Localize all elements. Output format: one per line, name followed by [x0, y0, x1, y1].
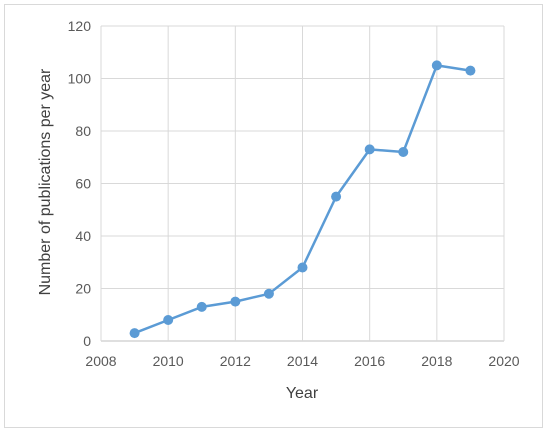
data-point — [230, 296, 241, 307]
x-tick-label: 2020 — [488, 353, 519, 369]
y-tick-label: 20 — [75, 281, 91, 297]
data-point — [297, 262, 308, 273]
y-tick-label: 120 — [68, 18, 92, 34]
y-tick-label: 100 — [68, 71, 92, 87]
y-tick-label: 80 — [75, 123, 91, 139]
data-point — [163, 315, 174, 325]
x-tick-label: 2008 — [85, 353, 116, 369]
x-tick-label: 2010 — [153, 353, 184, 369]
x-tick-label: 2016 — [354, 353, 385, 369]
y-tick-label: 40 — [75, 228, 91, 244]
data-point — [364, 144, 375, 155]
x-tick-label: 2014 — [287, 353, 318, 369]
x-tick-label: 2012 — [220, 353, 251, 369]
series-group — [129, 60, 476, 339]
y-tick-labels: 0 20 40 60 80 100 120 — [68, 18, 92, 349]
x-axis-title: Year — [286, 385, 319, 402]
data-point — [196, 301, 207, 312]
data-point — [129, 328, 140, 339]
data-point — [465, 65, 476, 76]
data-point — [263, 288, 274, 299]
grid-lines — [100, 25, 505, 342]
y-tick-label: 0 — [83, 333, 91, 349]
chart-frame — [4, 4, 543, 428]
x-tick-labels: 2008 2010 2012 2014 2016 2018 2020 — [85, 353, 519, 369]
x-tick-label: 2018 — [421, 353, 452, 369]
data-point — [331, 191, 342, 202]
data-point — [431, 60, 442, 71]
data-point — [398, 147, 409, 157]
y-tick-label: 60 — [75, 176, 91, 192]
y-axis-title: Number of publications per year — [37, 68, 54, 295]
